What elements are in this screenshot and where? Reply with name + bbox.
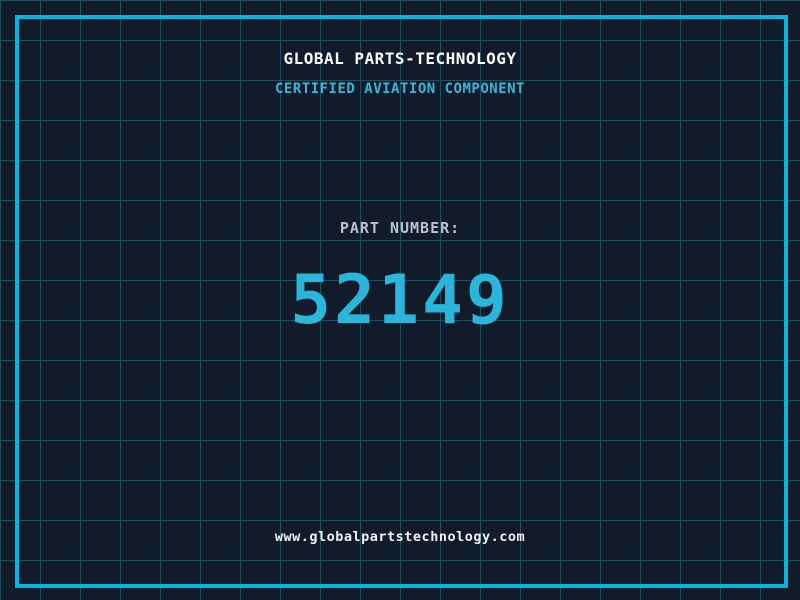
website-url: www.globalpartstechnology.com [274, 529, 526, 545]
part-number-value: 52149 [290, 261, 510, 340]
company-title: GLOBAL PARTS-TECHNOLOGY [283, 49, 517, 68]
certification-subtitle: CERTIFIED AVIATION COMPONENT [274, 81, 525, 97]
part-number-label: PART NUMBER: [339, 219, 461, 237]
